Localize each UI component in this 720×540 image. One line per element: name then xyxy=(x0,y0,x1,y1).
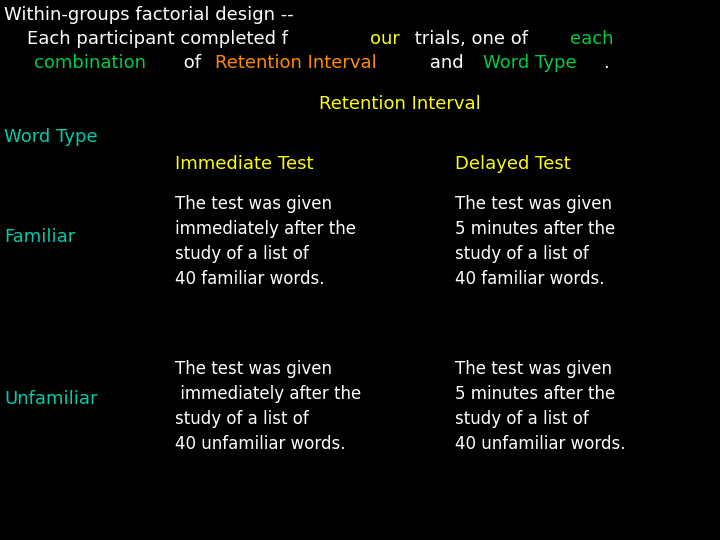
Text: our: our xyxy=(371,30,400,48)
Text: Word Type: Word Type xyxy=(4,128,98,146)
Text: Unfamiliar: Unfamiliar xyxy=(4,390,97,408)
Text: Delayed Test: Delayed Test xyxy=(455,155,571,173)
Text: and: and xyxy=(424,54,469,72)
Text: Word Type: Word Type xyxy=(482,54,576,72)
Text: Retention Interval: Retention Interval xyxy=(319,95,481,113)
Text: Each participant completed f: Each participant completed f xyxy=(4,30,288,48)
Text: .: . xyxy=(603,54,609,72)
Text: Retention Interval: Retention Interval xyxy=(215,54,377,72)
Text: The test was given
5 minutes after the
study of a list of
40 familiar words.: The test was given 5 minutes after the s… xyxy=(455,195,616,288)
Text: combination: combination xyxy=(34,54,145,72)
Text: Familiar: Familiar xyxy=(4,228,76,246)
Text: Within-groups factorial design --: Within-groups factorial design -- xyxy=(4,6,294,24)
Text: The test was given
5 minutes after the
study of a list of
40 unfamiliar words.: The test was given 5 minutes after the s… xyxy=(455,360,626,453)
Text: Immediate Test: Immediate Test xyxy=(175,155,313,173)
Text: The test was given
 immediately after the
study of a list of
40 unfamiliar words: The test was given immediately after the… xyxy=(175,360,361,453)
Text: The test was given
immediately after the
study of a list of
40 familiar words.: The test was given immediately after the… xyxy=(175,195,356,288)
Text: trials, one of: trials, one of xyxy=(409,30,534,48)
Text: of: of xyxy=(178,54,207,72)
Text: each: each xyxy=(570,30,613,48)
